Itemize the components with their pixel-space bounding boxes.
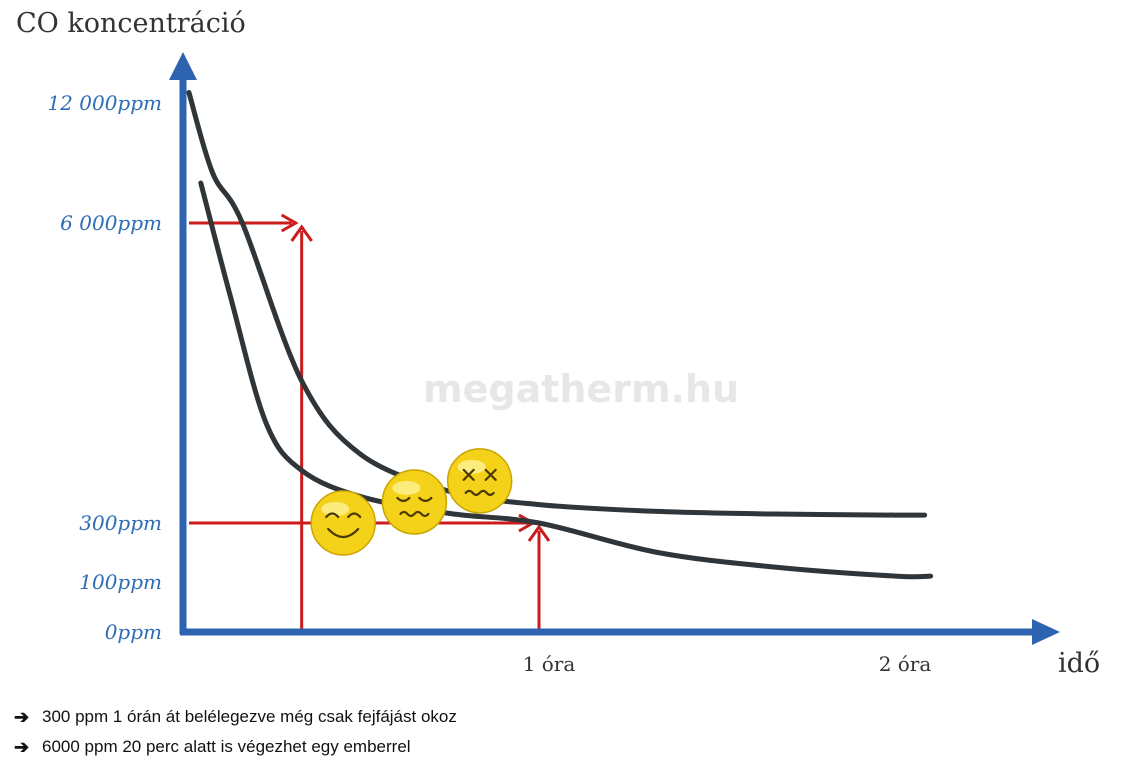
face-highlight	[321, 502, 350, 516]
face-eye-closed	[418, 496, 433, 503]
face-mouth-wavy	[399, 510, 430, 518]
face-eye-x	[462, 468, 475, 481]
x-axis-arrow	[1032, 619, 1060, 645]
y-tick-label: 300ppm	[79, 511, 162, 535]
face-circle	[381, 469, 448, 535]
note-item: ➔ 6000 ppm 20 perc alatt is végezhet egy…	[14, 732, 457, 762]
notes-list: ➔ 300 ppm 1 órán át belélegezve még csak…	[14, 702, 457, 762]
sick-face-icon	[381, 469, 448, 535]
face-eye-happy	[325, 512, 340, 519]
axes	[169, 52, 1060, 645]
y-tick-label: 0ppm	[105, 620, 162, 644]
co-curve-1	[186, 90, 928, 518]
smiling-face-icon	[310, 490, 376, 556]
x-tick-label: 2 óra	[879, 652, 932, 676]
face-markers	[310, 448, 513, 556]
y-tick-label: 12 000ppm	[47, 91, 162, 115]
note-text: 6000 ppm 20 perc alatt is végezhet egy e…	[42, 737, 411, 756]
face-highlight	[392, 480, 421, 495]
face-circle	[310, 490, 376, 556]
dizzy-face-icon	[446, 448, 513, 514]
reference-lines	[189, 213, 551, 632]
y-tick-label: 6 000ppm	[60, 211, 162, 235]
face-eye-happy	[347, 512, 362, 519]
note-text: 300 ppm 1 órán át belélegezve még csak f…	[42, 707, 457, 726]
arrow-right-icon: ➔	[14, 737, 30, 757]
face-circle	[446, 448, 513, 514]
reference-arrowhead	[290, 224, 313, 242]
reference-arrowhead	[527, 524, 551, 542]
tick-labels: 12 000ppm 6 000ppm 300ppm 100ppm 0ppm 1 óra 2 …	[47, 91, 931, 676]
face-mouth-wavy	[464, 489, 495, 496]
y-axis-title: CO koncentráció	[16, 8, 246, 39]
co-concentration-chart: 12 000ppm 6 000ppm 300ppm 100ppm 0ppm 1 óra 2 …	[16, 8, 1100, 679]
reference-arrowhead	[280, 213, 299, 233]
face-eye-x	[484, 468, 497, 481]
co-curve-2	[198, 180, 934, 580]
face-mouth-smile	[327, 527, 360, 539]
y-axis-arrow	[169, 52, 197, 80]
x-axis-title: idő	[1058, 648, 1100, 679]
arrow-right-icon: ➔	[14, 707, 30, 727]
face-eye-closed	[396, 496, 411, 503]
note-item: ➔ 300 ppm 1 órán át belélegezve még csak…	[14, 702, 457, 732]
watermark: megatherm.hu	[423, 367, 739, 411]
x-tick-label: 1 óra	[523, 652, 576, 676]
y-tick-label: 100ppm	[79, 570, 162, 594]
